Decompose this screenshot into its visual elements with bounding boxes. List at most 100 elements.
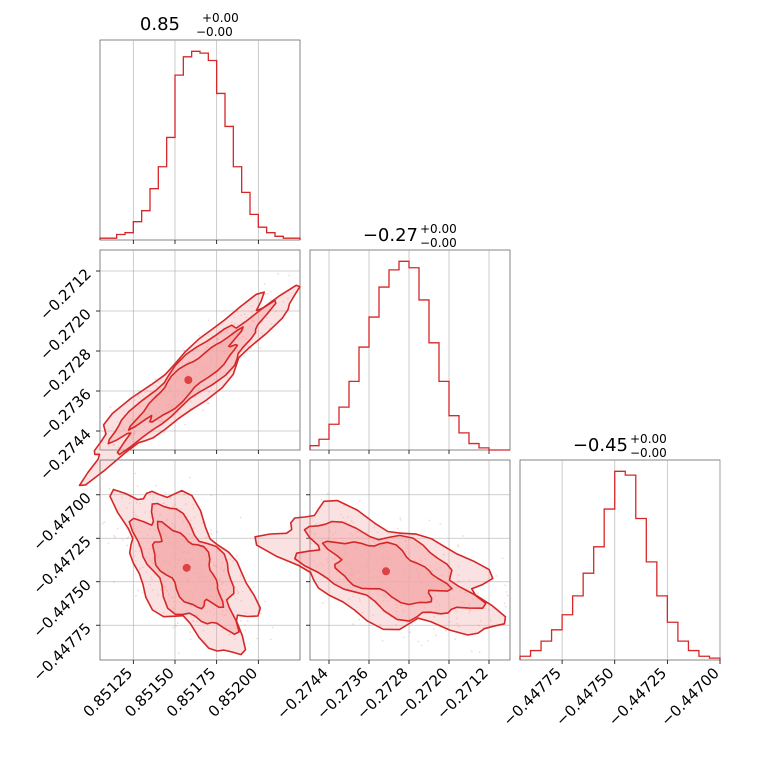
sample-point	[220, 581, 223, 584]
histogram-panel-param-2: −0.45 +0.00 −0.00 −0.44775−0.44750−0.447…	[499, 432, 722, 730]
sample-point	[361, 611, 364, 614]
sample-point	[402, 609, 405, 611]
sample-point	[350, 586, 352, 589]
sample-point	[368, 537, 370, 539]
sample-point	[116, 527, 119, 530]
sample-point	[134, 514, 137, 516]
sample-point	[163, 580, 166, 583]
sample-point	[190, 604, 193, 607]
sample-point	[406, 544, 408, 546]
sample-point	[319, 561, 321, 564]
sample-point	[159, 420, 162, 423]
sample-point	[277, 273, 279, 275]
histogram-panel-param-1: −0.27 +0.00 −0.00	[309, 222, 511, 454]
sample-point	[172, 505, 174, 508]
sample-point	[223, 569, 226, 572]
sample-point	[189, 519, 192, 521]
sample-point	[264, 600, 266, 603]
sample-point	[218, 620, 220, 623]
sample-point	[251, 305, 253, 308]
sample-point	[226, 332, 229, 334]
sample-point	[216, 531, 219, 534]
sample-point	[423, 606, 426, 609]
sample-point	[444, 629, 447, 632]
sample-point	[256, 637, 259, 640]
sample-point	[240, 619, 242, 622]
sample-point	[224, 371, 227, 374]
sample-point	[136, 526, 139, 529]
panel-title-param-1: −0.27	[363, 225, 418, 246]
sample-point	[185, 609, 188, 612]
sample-point	[326, 558, 328, 561]
sample-point	[174, 526, 176, 528]
sample-point	[266, 292, 269, 295]
sample-point	[435, 601, 438, 603]
sample-point	[133, 432, 136, 434]
sample-point	[395, 604, 398, 606]
sample-point	[219, 566, 222, 568]
sample-point	[334, 531, 337, 534]
sample-point	[167, 415, 169, 418]
sample-point	[133, 440, 135, 443]
sample-point	[161, 420, 164, 422]
sample-point	[134, 560, 137, 562]
sample-point	[269, 638, 272, 641]
sample-point	[150, 576, 153, 579]
sample-point	[453, 597, 455, 600]
sample-point	[372, 540, 375, 543]
sample-point	[244, 629, 247, 632]
sample-point	[217, 338, 220, 340]
sample-point	[455, 617, 458, 620]
sample-point	[167, 593, 170, 596]
sample-point	[503, 602, 506, 605]
sample-point	[206, 346, 208, 348]
sample-point	[479, 619, 482, 622]
sample-point	[128, 502, 131, 504]
sample-point	[136, 515, 139, 518]
sample-point	[145, 571, 148, 573]
sample-point	[243, 355, 246, 357]
sample-point	[142, 404, 145, 407]
sample-point	[151, 557, 154, 560]
sample-point	[108, 487, 111, 490]
sample-point	[149, 527, 151, 530]
sample-point	[202, 629, 205, 632]
sample-point	[376, 531, 379, 534]
sample-point	[130, 418, 133, 421]
sample-point	[205, 536, 208, 539]
sample-point	[351, 534, 354, 537]
sample-point	[169, 582, 172, 585]
sample-point	[204, 348, 207, 351]
sample-point	[315, 565, 318, 567]
sample-point	[189, 407, 191, 410]
sample-point	[138, 531, 141, 533]
sample-point	[162, 502, 165, 505]
sample-point	[358, 597, 361, 600]
sample-point	[225, 328, 228, 331]
sample-point	[460, 601, 463, 604]
sample-point	[171, 596, 174, 599]
sample-point	[314, 533, 317, 535]
sample-point	[431, 570, 434, 573]
sample-point	[155, 509, 157, 512]
sample-point	[186, 397, 189, 400]
sample-point	[263, 283, 266, 285]
sample-point	[135, 594, 137, 597]
sample-point	[420, 560, 423, 563]
sample-point	[448, 621, 451, 623]
sample-point	[146, 541, 149, 543]
sample-point	[266, 316, 268, 319]
sample-point	[239, 575, 242, 577]
sample-point	[191, 619, 194, 622]
sample-point	[130, 434, 133, 437]
sample-point	[184, 423, 187, 426]
sample-point	[202, 384, 205, 386]
sample-point	[260, 332, 263, 335]
sample-point	[287, 297, 289, 300]
sample-point	[228, 634, 231, 636]
sample-point	[454, 638, 456, 641]
sample-point	[342, 516, 345, 519]
axes-frame-p20_2d	[99, 459, 301, 661]
sample-point	[327, 536, 330, 539]
sample-point	[196, 620, 199, 622]
